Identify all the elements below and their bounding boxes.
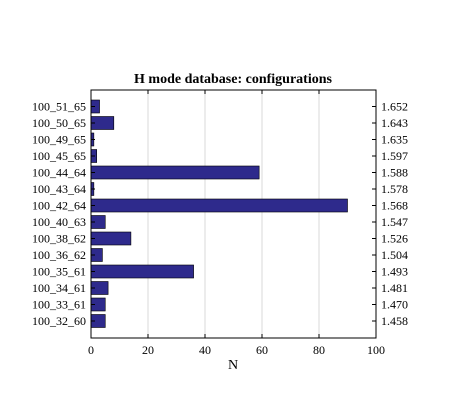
right-axis-label: 1.547 [381,215,408,229]
category-label: 100_36_62 [32,248,86,262]
bar-100_38_62 [90,231,132,246]
bars [90,99,348,328]
right-axis-label: 1.597 [381,149,408,163]
bar-100_35_61 [90,264,194,279]
plot-frame [90,89,377,339]
category-label: 100_35_61 [32,265,86,279]
right-axis-label: 1.481 [381,281,408,295]
right-axis-label: 1.643 [381,116,408,130]
category-label: 100_51_65 [32,100,86,114]
right-axis-label: 1.526 [381,232,408,246]
right-axis-label: 1.588 [381,166,408,180]
category-label: 100_49_65 [32,133,86,147]
right-axis-label: 1.568 [381,199,408,213]
category-label: 100_40_63 [32,215,86,229]
right-axis-label: 1.652 [381,100,408,114]
right-axis-label: 1.635 [381,133,408,147]
category-label: 100_45_65 [32,149,86,163]
category-label: 100_50_65 [32,116,86,130]
right-axis-labels: 1.652 1.643 1.635 1.597 1.588 1.578 1.568 1.547… [381,100,408,329]
bar-100_44_64 [90,165,260,180]
category-label: 100_43_64 [32,182,86,196]
tick-marks [90,90,377,338]
x-tick-label: 40 [199,343,211,357]
category-label: 100_32_60 [32,314,86,328]
category-labels: 100_51_65 100_50_65 100_49_65 100_45_65 100_… [32,100,86,329]
category-label: 100_44_64 [32,166,86,180]
right-axis-label: 1.458 [381,314,408,328]
x-tick-label: 60 [256,343,268,357]
right-axis-label: 1.578 [381,182,408,196]
category-label: 100_38_62 [32,232,86,246]
x-axis-label: N [228,358,238,373]
right-axis-label: 1.504 [381,248,408,262]
x-tick-labels: 0 20 40 60 80 100 [88,343,385,357]
grid-lines [147,90,320,338]
x-tick-label: 0 [88,343,94,357]
chart-title: H mode database: configurations [134,72,333,87]
right-axis-label: 1.470 [381,298,408,312]
x-tick-label: 100 [367,343,385,357]
bar-100_42_64 [90,198,348,213]
right-axis-label: 1.493 [381,265,408,279]
x-tick-label: 80 [313,343,325,357]
category-label: 100_34_61 [32,281,86,295]
x-tick-label: 20 [142,343,154,357]
category-label: 100_33_61 [32,298,86,312]
category-label: 100_42_64 [32,199,86,213]
